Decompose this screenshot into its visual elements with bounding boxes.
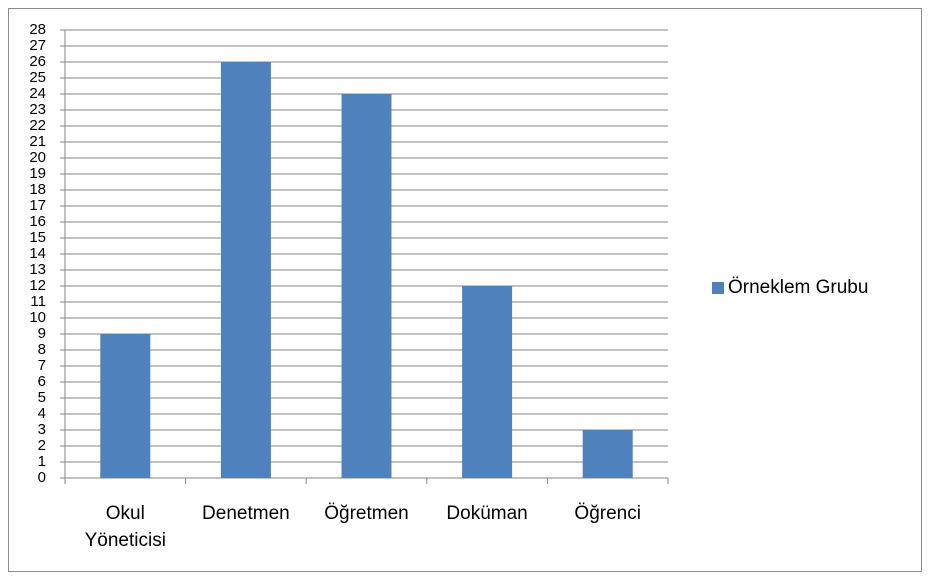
x-tick-label: Doküman [446,503,528,524]
y-tick-label: 16 [29,213,46,230]
y-tick-label: 4 [38,405,46,422]
y-tick-label: 2 [38,437,46,454]
y-tick-label: 5 [38,389,46,406]
y-tick-label: 6 [38,373,46,390]
y-tick-label: 1 [38,453,46,470]
x-tick-label: Öğretmen [324,503,409,524]
y-tick-label: 25 [29,69,46,86]
bar [582,430,633,478]
y-tick-label: 9 [38,325,46,342]
y-tick-label: 28 [29,21,46,38]
y-tick-label: 3 [38,421,46,438]
y-tick-label: 17 [29,197,46,214]
y-tick-label: 8 [38,341,46,358]
bar [462,286,513,478]
y-tick-label: 12 [29,277,46,294]
x-tick-label: Öğrenci [574,503,641,524]
y-tick-label: 14 [29,245,46,262]
x-tick-label: Denetmen [202,503,290,524]
bar [100,334,151,478]
y-tick-label: 13 [29,261,46,278]
legend-swatch [712,282,724,294]
legend-label: Örneklem Grubu [728,277,868,298]
y-tick-label: 7 [38,357,46,374]
y-tick-label: 0 [38,469,46,486]
y-tick-label: 19 [29,165,46,182]
y-tick-label: 26 [29,53,46,70]
y-tick-label: 18 [29,181,46,198]
y-tick-label: 22 [29,117,46,134]
bar [220,62,271,478]
y-tick-label: 15 [29,229,46,246]
y-tick-label: 20 [29,149,46,166]
x-tick-label: Okul Yöneticisi [84,503,166,551]
y-tick-label: 21 [29,133,46,150]
y-tick-label: 23 [29,101,46,118]
y-tick-label: 27 [29,37,46,54]
y-tick-label: 10 [29,309,46,326]
bar [341,94,392,478]
y-tick-label: 11 [30,293,46,310]
y-tick-label: 24 [29,85,46,102]
